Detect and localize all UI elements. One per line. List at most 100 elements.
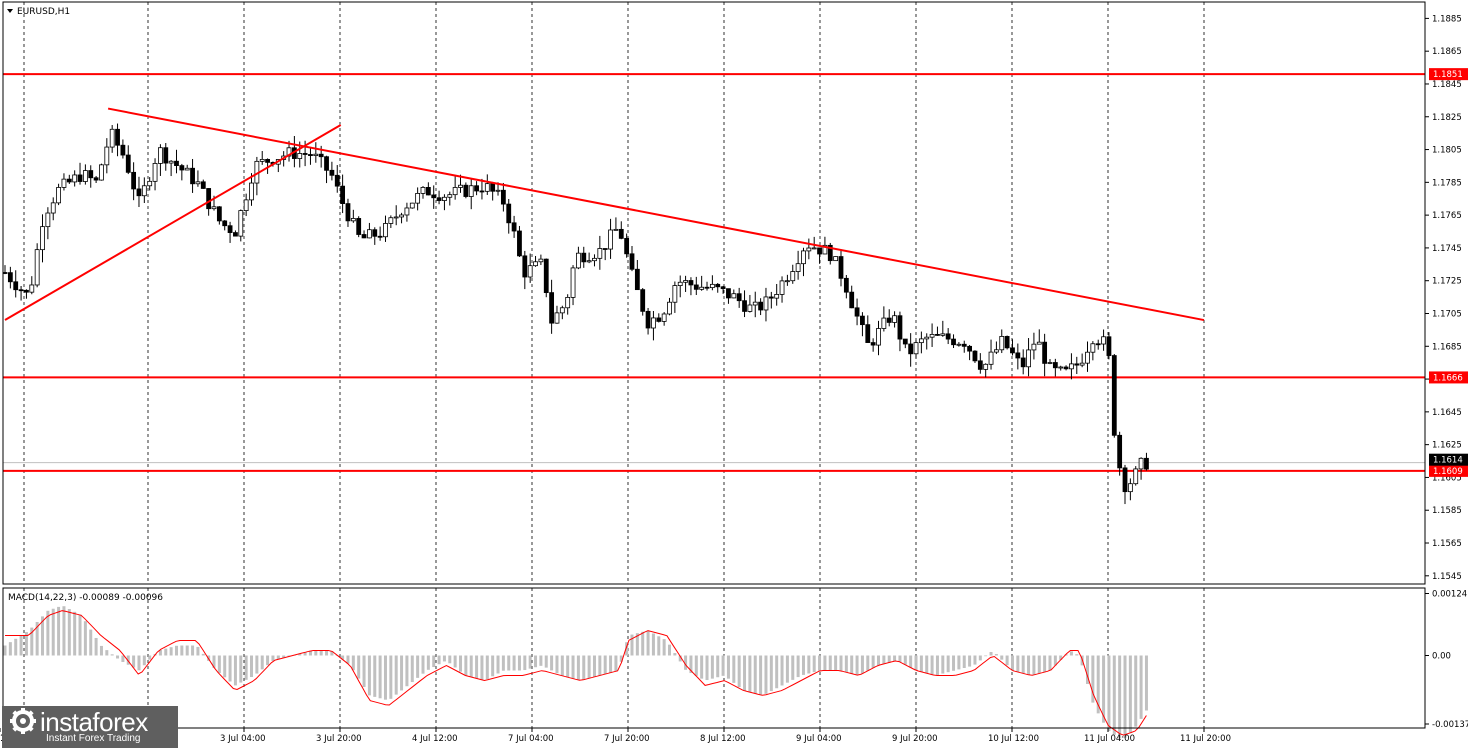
candle-body bbox=[147, 180, 153, 187]
macd-bar bbox=[437, 655, 441, 665]
trendlines[interactable] bbox=[4, 107, 1205, 322]
price-tick-label: 1.1845 bbox=[1432, 80, 1462, 90]
candle-body bbox=[988, 351, 994, 365]
macd-bar bbox=[962, 655, 966, 668]
macd-bar bbox=[35, 621, 39, 656]
candle-body bbox=[474, 185, 479, 192]
candle-body bbox=[785, 280, 790, 283]
candle bbox=[174, 149, 179, 174]
candle bbox=[356, 216, 362, 238]
macd-bar bbox=[1096, 655, 1100, 714]
candle bbox=[913, 339, 919, 359]
macd-bar bbox=[678, 655, 682, 662]
macd-bar bbox=[83, 621, 87, 656]
macd-bar bbox=[566, 655, 570, 678]
macd-bar bbox=[1000, 655, 1004, 660]
candle-body bbox=[168, 160, 174, 164]
macd-bar bbox=[834, 655, 838, 671]
candle bbox=[1004, 335, 1010, 350]
candle bbox=[18, 285, 24, 301]
candle-body bbox=[779, 280, 785, 295]
macd-bar bbox=[325, 650, 329, 656]
candle-body bbox=[190, 167, 195, 185]
price-tick-label: 1.1585 bbox=[1432, 506, 1462, 516]
candle-body bbox=[1122, 467, 1128, 493]
macd-bar bbox=[587, 655, 591, 679]
candle bbox=[902, 338, 908, 349]
macd-tick-label: 0.00 bbox=[1432, 652, 1451, 662]
symbol-title: EURUSD,H1 bbox=[17, 7, 70, 17]
candle-body bbox=[1063, 366, 1069, 370]
candle bbox=[340, 174, 346, 214]
candle-body bbox=[533, 261, 538, 267]
candle-body bbox=[1138, 457, 1144, 470]
price-tick-label: 1.1605 bbox=[1432, 473, 1462, 483]
macd-bar bbox=[1134, 655, 1138, 727]
macd-bar bbox=[383, 655, 387, 700]
candle-body bbox=[383, 223, 388, 238]
price-tick-label: 1.1765 bbox=[1432, 211, 1462, 221]
candle-body bbox=[109, 128, 115, 148]
candle-body bbox=[45, 212, 51, 228]
triangle-down-icon[interactable] bbox=[7, 9, 13, 13]
candle-body bbox=[913, 342, 919, 355]
candle bbox=[361, 230, 367, 239]
candle-body bbox=[436, 197, 442, 201]
candle-body bbox=[961, 343, 967, 347]
macd-bar bbox=[952, 655, 956, 671]
candle bbox=[533, 255, 538, 267]
price-axis: 1.1885 1.1865 1.1845 1.1825 1.1805 1.1785 1.17… bbox=[1425, 14, 1468, 730]
macd-bar bbox=[732, 655, 736, 683]
macd-bar bbox=[1059, 655, 1063, 660]
candle-body bbox=[983, 363, 989, 370]
macd-bar bbox=[19, 635, 23, 656]
candle bbox=[672, 281, 678, 313]
candle bbox=[1085, 341, 1090, 372]
macd-signal-line bbox=[5, 610, 1147, 736]
macd-bar bbox=[914, 655, 918, 671]
macd-bar bbox=[619, 655, 623, 662]
candle bbox=[570, 265, 576, 306]
candle bbox=[147, 177, 153, 191]
candle-body bbox=[597, 248, 603, 259]
macd-bar bbox=[51, 608, 55, 656]
macd-bar bbox=[925, 655, 929, 674]
candle bbox=[168, 160, 174, 177]
macd-bar bbox=[1118, 655, 1122, 739]
macd-bar bbox=[989, 652, 993, 656]
candle-body bbox=[174, 160, 179, 166]
candle bbox=[731, 289, 737, 299]
candle-body bbox=[860, 315, 865, 326]
candle-body bbox=[345, 203, 351, 222]
candle bbox=[988, 339, 994, 370]
macd-bar bbox=[528, 655, 532, 669]
candle-body bbox=[115, 128, 120, 146]
candle-body bbox=[1106, 336, 1112, 356]
macd-bar bbox=[271, 655, 275, 661]
macd-bar bbox=[164, 648, 168, 656]
candle bbox=[656, 313, 662, 323]
macd-bar bbox=[812, 655, 816, 673]
candle bbox=[554, 305, 560, 324]
time-tick-label: 7 Jul 04:00 bbox=[508, 734, 554, 744]
candle-body bbox=[559, 307, 565, 314]
candle-body bbox=[940, 333, 946, 336]
candle bbox=[838, 249, 844, 287]
macd-bar bbox=[791, 655, 795, 680]
candle-body bbox=[720, 286, 726, 290]
macd-bar bbox=[705, 655, 709, 681]
macd-bar bbox=[298, 653, 302, 656]
instaforex-logo: instaforex Instant Forex Trading bbox=[2, 706, 178, 748]
candle bbox=[190, 158, 195, 193]
candle bbox=[860, 312, 865, 337]
candle-body bbox=[715, 283, 721, 288]
candle bbox=[1138, 457, 1144, 480]
candle-body bbox=[999, 336, 1005, 351]
macd-bar bbox=[378, 655, 382, 699]
candle-body bbox=[72, 174, 78, 183]
candle bbox=[956, 342, 962, 347]
candle-body bbox=[409, 202, 415, 209]
macd-bar bbox=[410, 655, 414, 683]
macd-bar bbox=[935, 655, 939, 675]
